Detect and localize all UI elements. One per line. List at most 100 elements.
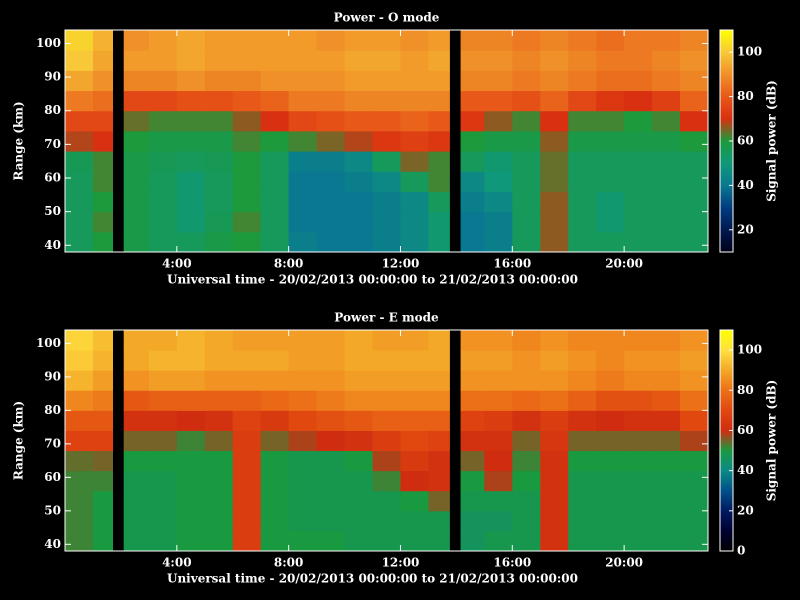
heatmap-cell (65, 110, 94, 132)
heatmap-cell (260, 151, 290, 172)
heatmap-cell (123, 490, 150, 512)
heatmap-cell (176, 370, 206, 391)
heatmap-cell (204, 151, 234, 172)
plot-frame (64, 29, 709, 253)
heatmap-cell (288, 510, 318, 532)
heatmap-cell (92, 30, 114, 51)
heatmap-cell (123, 330, 150, 351)
heatmap-cell (123, 370, 150, 391)
heatmap-cell (428, 470, 450, 492)
heatmap-cell (344, 450, 374, 472)
heatmap-cell (123, 70, 150, 92)
heatmap-cell (652, 430, 681, 452)
heatmap-cell (540, 30, 569, 51)
heatmap-cell (372, 430, 401, 452)
heatmap-cell (512, 450, 541, 472)
heatmap-cell (652, 330, 681, 351)
y-tick-label: 70 (44, 436, 61, 450)
heatmap-cell (652, 191, 681, 213)
heatmap-cell (484, 470, 513, 492)
heatmap-cell (148, 370, 178, 391)
heatmap-cell (428, 171, 450, 192)
heatmap-cell (680, 171, 709, 192)
heatmap-cell (204, 430, 234, 452)
heatmap-cell (652, 490, 681, 512)
heatmap-cell (288, 30, 318, 51)
heatmap-cell (123, 430, 150, 452)
heatmap-cell (596, 171, 625, 192)
heatmap-cell (148, 130, 178, 152)
heatmap-cell (400, 130, 429, 152)
heatmap-cell (232, 70, 262, 92)
heatmap-cell (344, 130, 374, 152)
heatmap-cell (540, 151, 569, 172)
heatmap-cell (624, 450, 653, 472)
y-tick-label: 70 (44, 137, 61, 151)
heatmap-cell (596, 70, 625, 92)
heatmap-cell (204, 191, 234, 213)
heatmap-cell (680, 410, 709, 431)
heatmap-cell (176, 350, 206, 371)
heatmap-cell (460, 470, 485, 492)
heatmap-cell (176, 30, 206, 51)
heatmap-cell (680, 151, 709, 172)
heatmap-cell (512, 211, 541, 233)
heatmap-cell (680, 510, 709, 532)
heatmap-cell (148, 110, 178, 132)
heatmap-cell (204, 390, 234, 411)
heatmap-cell (484, 50, 513, 71)
heatmap-cell (344, 330, 374, 351)
heatmap-cell (344, 470, 374, 492)
heatmap-cell (288, 191, 318, 213)
heatmap-cell (316, 130, 346, 152)
heatmap-cell (460, 350, 485, 371)
heatmap-cell (512, 390, 541, 411)
heatmap-cell (624, 330, 653, 351)
heatmap-cell (260, 330, 290, 351)
heatmap-cell (92, 450, 114, 472)
heatmap-cell (596, 510, 625, 532)
heatmap-cell (596, 450, 625, 472)
colorbar (719, 329, 734, 552)
heatmap-cell (148, 231, 178, 253)
x-tick-label: 16:00 (493, 257, 531, 271)
heatmap-cell (65, 151, 94, 172)
heatmap-cell (400, 110, 429, 132)
heatmap-cell (428, 191, 450, 213)
heatmap-cell (652, 30, 681, 51)
heatmap-cell (176, 490, 206, 512)
heatmap-cell (344, 151, 374, 172)
heatmap-cell (176, 90, 206, 112)
heatmap-cell (568, 490, 597, 512)
heatmap-cell (260, 510, 290, 532)
heatmap-cell (260, 171, 290, 192)
heatmap-cell (372, 350, 401, 371)
heatmap-cell (540, 191, 569, 213)
heatmap-cell (400, 30, 429, 51)
heatmap-cell (624, 231, 653, 253)
heatmap-cell (400, 510, 429, 532)
heatmap-cell (372, 130, 401, 152)
heatmap-cell (148, 530, 178, 552)
heatmap-cell (288, 530, 318, 552)
heatmap-cell (232, 231, 262, 253)
heatmap-cell (568, 211, 597, 233)
heatmap-cell (260, 110, 290, 132)
heatmap-cell (680, 530, 709, 552)
heatmap-cell (460, 410, 485, 431)
heatmap-cell (176, 50, 206, 71)
heatmap-cell (540, 450, 569, 472)
x-tick-label: 8:00 (274, 556, 303, 570)
x-tick-label: 8:00 (274, 257, 303, 271)
heatmap-cell (624, 30, 653, 51)
heatmap-cell (428, 350, 450, 371)
heatmap-cell (568, 50, 597, 71)
heatmap-cell (148, 430, 178, 452)
heatmap-cell (512, 490, 541, 512)
x-axis-label: Universal time - 20/02/2013 00:00:00 to … (167, 273, 578, 287)
heatmap-cell (232, 390, 262, 411)
y-tick-label: 50 (44, 503, 61, 517)
y-tick-label: 40 (44, 238, 61, 252)
heatmap-cell (344, 191, 374, 213)
